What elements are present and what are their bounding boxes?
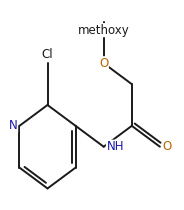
Text: methoxy: methoxy	[78, 24, 130, 37]
Text: O: O	[163, 140, 172, 153]
Text: NH: NH	[107, 140, 124, 153]
Text: N: N	[9, 119, 18, 132]
Text: O: O	[99, 57, 108, 70]
Text: Cl: Cl	[42, 48, 53, 61]
